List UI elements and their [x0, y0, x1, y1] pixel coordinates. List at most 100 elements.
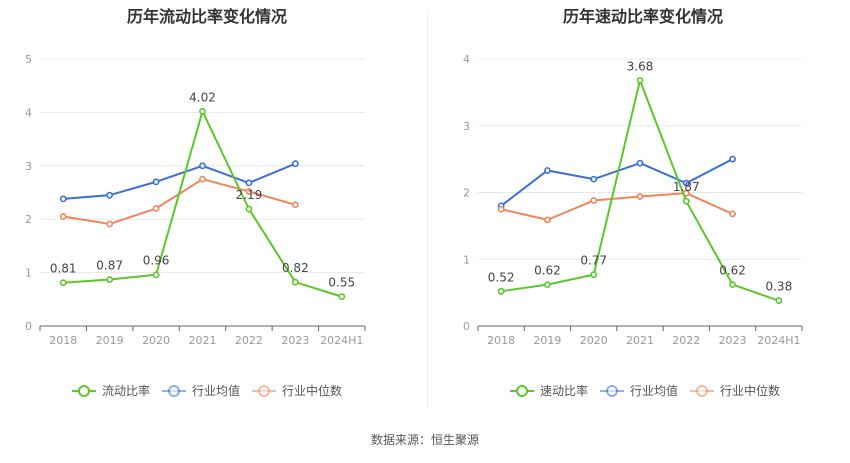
legend-label: 速动比率	[540, 383, 588, 398]
x-tick-label: 2019	[533, 334, 561, 347]
data-point-current	[682, 197, 690, 205]
data-point-average	[59, 195, 67, 203]
chart-panel-1: 历年流动比率变化情况 0 1 2 3 4 5 2018 2019 2020 2021 2022 2023…	[25, 7, 366, 398]
data-point-average	[199, 162, 206, 170]
legend-item: 流动比率	[72, 383, 150, 398]
legend-item: 行业均值	[162, 383, 240, 398]
data-point-average	[682, 179, 690, 187]
data-point-current	[106, 276, 114, 283]
data-point-current	[775, 297, 783, 305]
series-line-average	[500, 158, 734, 207]
data-point-current	[152, 271, 160, 279]
y-tick-label: 0	[463, 320, 470, 333]
data-label: 0.96	[143, 254, 170, 268]
x-tick-label: 2020	[580, 334, 608, 347]
data-point-current	[199, 107, 206, 115]
data-source-note: 数据来源：恒生聚源	[370, 433, 479, 447]
x-tick-label: 2019	[96, 334, 124, 347]
legend-item: 速动比率	[510, 383, 588, 398]
x-tick-label: 2020	[142, 334, 170, 347]
legend-marker	[168, 385, 180, 397]
x-tick-label: 2024H1	[320, 334, 363, 347]
y-tick-label: 1	[463, 253, 470, 266]
legend-item: 行业中位数	[252, 383, 342, 398]
y-tick-label: 4	[463, 53, 470, 66]
legend-label: 流动比率	[102, 383, 150, 398]
data-point-median	[199, 175, 206, 183]
data-point-current	[59, 279, 67, 287]
legend-label: 行业中位数	[282, 383, 342, 398]
x-tick-label: 2018	[487, 334, 515, 347]
data-label: 0.81	[50, 262, 77, 276]
y-tick-label: 0	[25, 320, 32, 333]
x-tick-label: 2021	[626, 334, 654, 347]
legend-marker	[258, 385, 270, 397]
data-point-average	[291, 160, 299, 168]
legend-marker	[78, 385, 90, 397]
x-tick-label: 2022	[672, 334, 700, 347]
data-point-current	[590, 271, 598, 279]
series-line-average	[63, 162, 296, 200]
data-point-median	[106, 220, 114, 228]
data-label: 4.02	[189, 90, 216, 104]
data-point-current	[338, 293, 346, 301]
x-tick-label: 2023	[719, 334, 747, 347]
data-point-average	[106, 191, 114, 199]
data-label: 2.19	[236, 188, 263, 202]
data-label: 1.87	[673, 180, 700, 194]
data-point-median	[636, 193, 644, 200]
y-tick-label: 5	[25, 53, 32, 66]
chart-title: 历年速动比率变化情况	[563, 7, 723, 26]
data-point-average	[544, 167, 551, 174]
x-tick-label: 2021	[189, 334, 217, 347]
panel-divider	[427, 10, 428, 408]
legend-marker	[696, 385, 708, 397]
legend-item: 行业均值	[600, 383, 678, 398]
data-label: 0.87	[96, 259, 123, 273]
data-point-median	[729, 210, 736, 218]
x-tick-label: 2024H1	[757, 334, 800, 347]
data-label: 3.68	[627, 59, 654, 73]
series-line-median	[500, 192, 733, 221]
legend-marker	[516, 385, 528, 397]
data-label: 0.62	[719, 264, 746, 278]
data-point-current	[729, 281, 736, 289]
data-label: 0.55	[328, 276, 355, 290]
legend-label: 行业均值	[630, 383, 678, 398]
y-tick-label: 1	[25, 267, 32, 280]
data-point-current	[636, 76, 644, 84]
data-point-median	[590, 197, 598, 204]
data-point-average	[729, 155, 736, 163]
x-tick-label: 2022	[235, 334, 263, 347]
data-point-average	[245, 179, 253, 187]
chart-title: 历年流动比率变化情况	[127, 7, 287, 26]
data-label: 0.62	[534, 264, 561, 278]
data-point-median	[544, 216, 551, 224]
x-tick-label: 2023	[281, 334, 309, 347]
legend-label: 行业中位数	[720, 383, 780, 398]
data-point-current	[291, 278, 299, 286]
data-point-current	[245, 205, 253, 213]
y-tick-label: 2	[463, 187, 470, 200]
data-point-median	[59, 213, 67, 220]
data-label: 0.77	[580, 254, 607, 268]
legend-marker	[606, 385, 618, 397]
x-tick-label: 2018	[49, 334, 77, 347]
data-point-current	[497, 287, 505, 295]
data-point-median	[152, 205, 160, 212]
data-point-average	[590, 175, 598, 183]
chart-panel-2: 历年速动比率变化情况 0 1 2 3 4 2018 2019 2020 2021 2022 2023 2…	[463, 7, 803, 398]
data-point-average	[152, 178, 160, 186]
data-point-median	[245, 188, 253, 195]
y-tick-label: 2	[25, 213, 32, 226]
data-point-median	[497, 205, 505, 213]
data-label: 0.38	[765, 280, 792, 294]
data-point-current	[544, 281, 551, 289]
y-tick-label: 3	[463, 120, 470, 133]
legend-item: 行业中位数	[690, 383, 780, 398]
y-tick-label: 3	[25, 160, 32, 173]
data-label: 0.52	[488, 270, 515, 284]
data-point-average	[636, 159, 644, 167]
